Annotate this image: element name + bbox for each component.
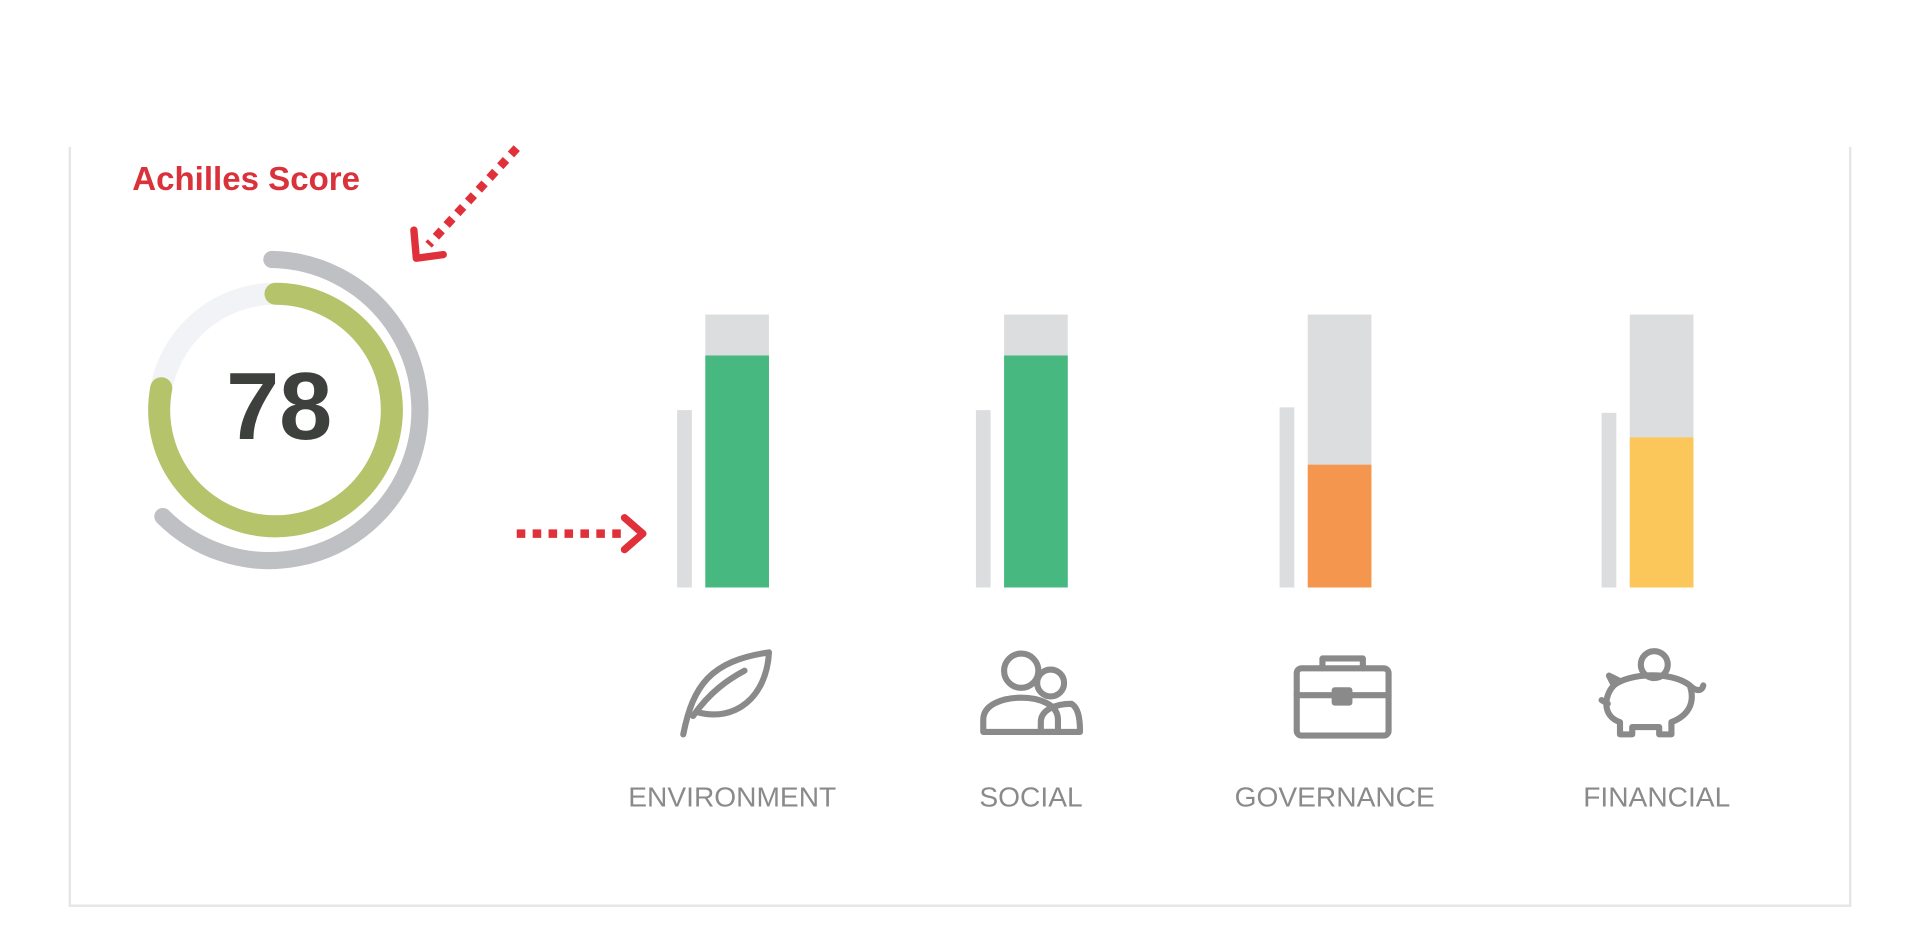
category-label: SOCIAL xyxy=(979,782,1082,813)
category-label: ENVIRONMENT xyxy=(628,782,836,813)
benchmark-bar xyxy=(975,410,991,588)
people-icon xyxy=(980,650,1084,735)
score-bar xyxy=(1004,355,1068,588)
panel-title: Achilles Score xyxy=(132,161,360,198)
arrow-to-bars xyxy=(516,514,647,554)
category-label: FINANCIAL xyxy=(1583,782,1730,813)
leaf-icon xyxy=(680,649,773,738)
score-bar xyxy=(1629,437,1694,588)
score-arc xyxy=(148,282,403,538)
benchmark-bar xyxy=(1601,412,1617,588)
benchmark-bar xyxy=(1279,407,1295,588)
piggy-bank-icon xyxy=(1598,648,1707,738)
card-border xyxy=(68,146,1852,907)
category-label: GOVERNANCE xyxy=(1235,782,1435,813)
benchmark-bar xyxy=(677,410,692,588)
outer-ring xyxy=(154,250,429,570)
score-value: 78 xyxy=(226,354,332,460)
score-bar xyxy=(705,355,769,588)
briefcase-icon xyxy=(1293,655,1392,739)
arrow-to-gauge xyxy=(410,145,520,262)
score-bar xyxy=(1307,464,1372,588)
